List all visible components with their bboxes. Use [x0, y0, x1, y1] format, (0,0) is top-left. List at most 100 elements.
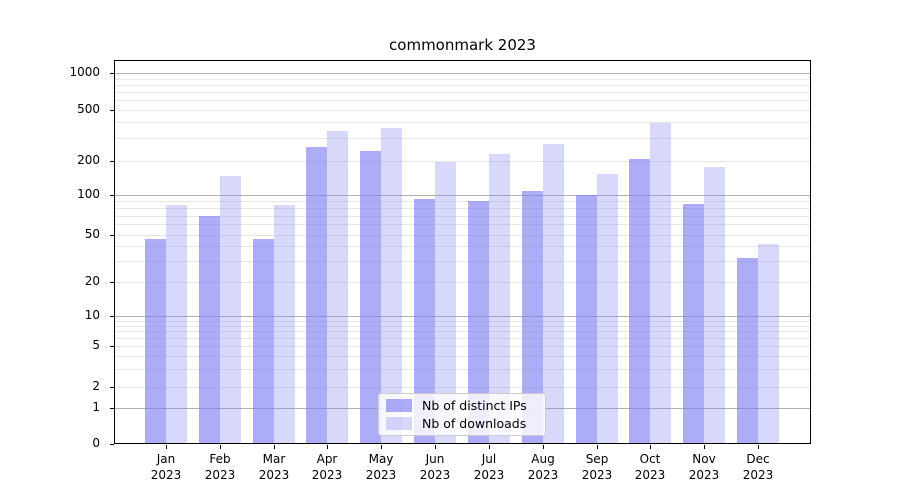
y-tick: [110, 73, 114, 74]
x-tick-month: May: [368, 452, 394, 466]
x-tick-year: 2023: [204, 468, 236, 482]
y-tick: [110, 110, 114, 111]
x-tick: [650, 445, 651, 449]
x-tick-year: 2023: [311, 468, 343, 482]
bar-distinct-ips-feb: [199, 216, 220, 444]
gridline-minor: [114, 224, 811, 225]
x-tick-month: Jun: [425, 452, 445, 466]
x-tick-month: Aug: [531, 452, 555, 466]
x-tick-label: Jun 2023: [407, 451, 463, 483]
gridline-minor: [114, 321, 811, 322]
gridline-minor: [114, 122, 811, 123]
plot-area: [114, 60, 811, 444]
y-tick: [110, 346, 114, 347]
gridline-minor: [114, 356, 811, 357]
bar-distinct-ips-apr: [306, 147, 327, 444]
bar-downloads-dec: [758, 244, 779, 444]
y-tick: [110, 235, 114, 236]
x-tick-label: Apr 2023: [299, 451, 355, 483]
x-tick: [489, 445, 490, 449]
bar-distinct-ips-jul: [468, 201, 489, 444]
y-tick-label: 50: [84, 227, 100, 241]
gridline-minor: [114, 387, 811, 388]
x-tick-month: Feb: [209, 452, 231, 466]
x-tick-label: Jul 2023: [461, 451, 517, 483]
x-tick-month: Nov: [692, 452, 716, 466]
x-tick-year: 2023: [527, 468, 559, 482]
x-tick-year: 2023: [473, 468, 505, 482]
legend-label-downloads: Nb of downloads: [422, 416, 527, 431]
gridline-minor: [114, 110, 811, 111]
y-tick: [110, 161, 114, 162]
y-tick-label: 1000: [69, 65, 100, 79]
gridline-major: [114, 195, 811, 196]
x-tick-year: 2023: [742, 468, 774, 482]
y-tick-label: 1: [92, 400, 100, 414]
y-tick-label: 500: [77, 102, 100, 116]
x-tick: [435, 445, 436, 449]
x-tick-year: 2023: [419, 468, 451, 482]
bar-distinct-ips-dec: [737, 258, 758, 444]
gridline-minor: [114, 138, 811, 139]
gridline-minor: [114, 235, 811, 236]
gridline-minor: [114, 92, 811, 93]
bar-distinct-ips-jan: [145, 239, 166, 444]
x-tick-label: Jan 2023: [138, 451, 194, 483]
bar-downloads-jul: [489, 154, 510, 444]
gridline-minor: [114, 326, 811, 327]
bar-distinct-ips-mar: [253, 239, 274, 444]
y-tick-label: 10: [84, 308, 100, 322]
x-tick-month: Sep: [585, 452, 609, 466]
y-tick: [110, 387, 114, 388]
gridline-minor: [114, 216, 811, 217]
y-tick: [110, 316, 114, 317]
gridline-minor: [114, 331, 811, 332]
x-tick: [166, 445, 167, 449]
gridline-minor: [114, 161, 811, 162]
x-tick: [758, 445, 759, 449]
x-tick: [274, 445, 275, 449]
gridline-major: [114, 316, 811, 317]
x-tick-year: 2023: [258, 468, 290, 482]
legend-entry-downloads: Nb of downloads: [386, 416, 538, 431]
gridline-minor: [114, 79, 811, 80]
chart-title: commonmark 2023: [389, 36, 536, 54]
bar-downloads-may: [381, 128, 402, 444]
bar-distinct-ips-oct: [629, 159, 650, 444]
y-tick: [110, 408, 114, 409]
gridline-minor: [114, 100, 811, 101]
gridline-minor: [114, 85, 811, 86]
gridline-minor: [114, 369, 811, 370]
x-tick: [543, 445, 544, 449]
y-tick-label: 2: [92, 379, 100, 393]
y-tick: [110, 195, 114, 196]
x-tick-year: 2023: [581, 468, 613, 482]
x-tick-label: May 2023: [353, 451, 409, 483]
legend-swatch-distinct-ips: [386, 399, 412, 412]
x-tick: [220, 445, 221, 449]
gridline-minor: [114, 338, 811, 339]
y-tick-label: 100: [77, 187, 100, 201]
x-tick-year: 2023: [150, 468, 182, 482]
x-tick-label: Feb 2023: [192, 451, 248, 483]
x-tick-label: Dec 2023: [730, 451, 786, 483]
y-tick-label: 5: [92, 338, 100, 352]
gridline-minor: [114, 208, 811, 209]
legend-swatch-downloads: [386, 417, 412, 430]
x-tick-month: Jul: [481, 452, 497, 466]
x-tick-label: Sep 2023: [569, 451, 625, 483]
gridline-major: [114, 73, 811, 74]
bar-distinct-ips-may: [360, 151, 381, 444]
x-tick-month: Jan: [156, 452, 176, 466]
x-tick-year: 2023: [634, 468, 666, 482]
bar-downloads-jun: [435, 162, 456, 444]
y-tick-label: 0: [92, 436, 100, 450]
legend: Nb of distinct IPs Nb of downloads: [378, 393, 546, 436]
gridline-minor: [114, 201, 811, 202]
y-tick: [110, 282, 114, 283]
gridline-minor: [114, 282, 811, 283]
bar-downloads-aug: [543, 144, 564, 444]
legend-entry-distinct-ips: Nb of distinct IPs: [386, 398, 538, 413]
bar-downloads-sep: [597, 174, 618, 444]
